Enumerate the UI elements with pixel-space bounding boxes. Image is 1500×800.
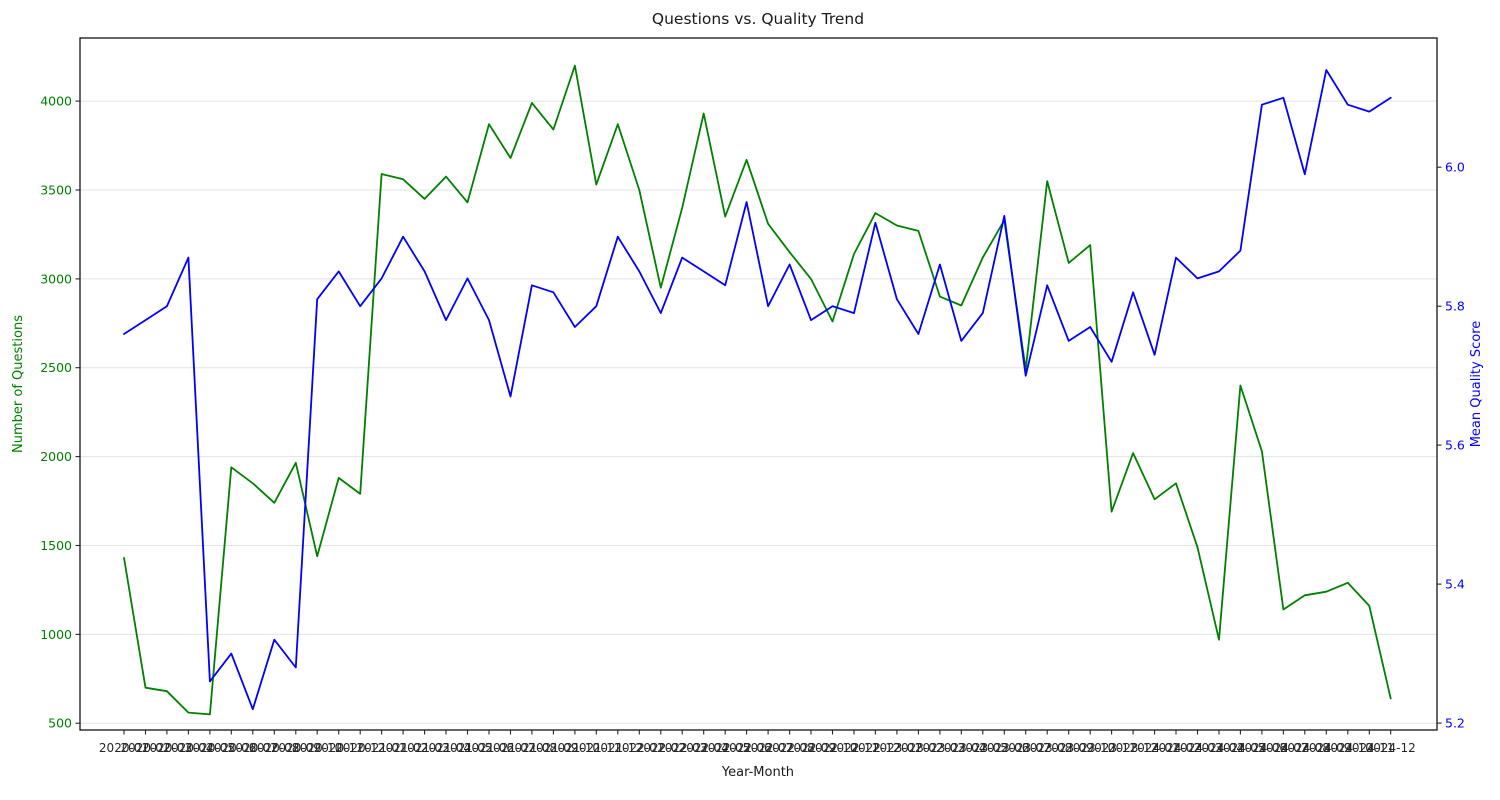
x-tick-label: 2020-01 bbox=[99, 741, 149, 755]
x-tick-label: 2022-11 bbox=[829, 741, 879, 755]
x-tick-label: 2023-04 bbox=[936, 741, 986, 755]
gridlines bbox=[80, 100, 1437, 724]
x-tick-label: 2024-06 bbox=[1237, 741, 1287, 755]
quality-line bbox=[123, 69, 1392, 711]
x-tick-label: 2021-02 bbox=[378, 741, 428, 755]
left-tick-label: 4000 bbox=[40, 94, 72, 109]
x-tick-label: 2022-09 bbox=[786, 741, 836, 755]
x-tick-label: 2021-06 bbox=[464, 741, 514, 755]
x-tick-label: 2022-06 bbox=[722, 741, 772, 755]
x-tick-label: 2022-04 bbox=[679, 741, 729, 755]
x-tick-label: 2020-11 bbox=[314, 741, 364, 755]
x-tick-label: 2023-02 bbox=[893, 741, 943, 755]
x-tick-label: 2020-02 bbox=[120, 741, 170, 755]
x-tick-label: 2024-07 bbox=[1258, 741, 1308, 755]
questions-line bbox=[123, 64, 1392, 716]
x-tick-label: 2020-07 bbox=[228, 741, 278, 755]
left-tick-label: 1500 bbox=[40, 538, 72, 553]
data-lines bbox=[123, 64, 1392, 716]
x-tick-label: 2023-11 bbox=[1087, 741, 1137, 755]
x-axis-label: Year-Month bbox=[721, 765, 794, 780]
right-tick-label: 6.0 bbox=[1445, 160, 1465, 175]
x-tick-label: 2022-12 bbox=[850, 741, 900, 755]
x-tick-label: 2021-10 bbox=[550, 741, 600, 755]
x-tick-label: 2023-09 bbox=[1044, 741, 1094, 755]
x-tick-label: 2020-05 bbox=[185, 741, 235, 755]
left-tick-labels: 500 1000 1500 2000 2500 3000 3500 4000 bbox=[40, 94, 72, 731]
x-tick-label: 2021-07 bbox=[485, 741, 535, 755]
x-tick-label: 2020-03 bbox=[142, 741, 192, 755]
x-tick-label: 2024-03 bbox=[1172, 741, 1222, 755]
x-tick-label: 2023-05 bbox=[958, 741, 1008, 755]
x-tick-label: 2024-11 bbox=[1344, 741, 1394, 755]
x-tick-label: 2023-07 bbox=[1001, 741, 1051, 755]
chart-title: Questions vs. Quality Trend bbox=[652, 10, 864, 28]
axis-ticks bbox=[75, 100, 1442, 735]
x-tick-label: 2023-12 bbox=[1108, 741, 1158, 755]
right-tick-label: 5.4 bbox=[1445, 577, 1465, 592]
x-tick-label: 2020-08 bbox=[249, 741, 299, 755]
x-tick-label: 2023-03 bbox=[915, 741, 965, 755]
x-tick-label: 2021-04 bbox=[421, 741, 471, 755]
x-tick-label: 2021-11 bbox=[571, 741, 621, 755]
x-tick-label: 2022-02 bbox=[636, 741, 686, 755]
x-tick-label: 2024-09 bbox=[1301, 741, 1351, 755]
x-tick-label: 2024-04 bbox=[1194, 741, 1244, 755]
x-tick-label: 2022-03 bbox=[657, 741, 707, 755]
plot-frame bbox=[79, 37, 1438, 731]
right-tick-label: 5.2 bbox=[1445, 716, 1465, 731]
x-tick-label: 2021-09 bbox=[528, 741, 578, 755]
x-tick-label: 2020-06 bbox=[206, 741, 256, 755]
x-tick-label: 2021-05 bbox=[442, 741, 492, 755]
x-tick-label: 2024-02 bbox=[1151, 741, 1201, 755]
x-tick-label: 2023-10 bbox=[1065, 741, 1115, 755]
x-tick-label: 2020-04 bbox=[163, 741, 213, 755]
left-tick-label: 3000 bbox=[40, 271, 72, 286]
x-tick-label: 2024-10 bbox=[1323, 741, 1373, 755]
x-tick-label: 2023-01 bbox=[872, 741, 922, 755]
x-tick-label: 2024-08 bbox=[1280, 741, 1330, 755]
x-tick-label: 2021-08 bbox=[507, 741, 557, 755]
right-tick-label: 5.6 bbox=[1445, 438, 1465, 453]
right-tick-label: 5.8 bbox=[1445, 299, 1465, 314]
left-tick-label: 500 bbox=[48, 716, 72, 731]
x-tick-label: 2022-08 bbox=[765, 741, 815, 755]
right-tick-labels: 5.2 5.4 5.6 5.8 6.0 bbox=[1445, 160, 1465, 731]
x-tick-label: 2020-09 bbox=[271, 741, 321, 755]
left-tick-label: 2000 bbox=[40, 449, 72, 464]
left-tick-label: 2500 bbox=[40, 360, 72, 375]
x-tick-labels: 2020-012020-022020-032020-042020-052020-… bbox=[99, 741, 1416, 755]
x-tick-label: 2020-12 bbox=[335, 741, 385, 755]
x-tick-label: 2021-12 bbox=[593, 741, 643, 755]
right-y-axis-label: Mean Quality Score bbox=[1469, 321, 1484, 448]
left-tick-label: 1000 bbox=[40, 627, 72, 642]
x-tick-label: 2022-01 bbox=[614, 741, 664, 755]
x-tick-label: 2022-10 bbox=[807, 741, 857, 755]
x-tick-label: 2021-03 bbox=[400, 741, 450, 755]
x-tick-label: 2024-12 bbox=[1366, 741, 1416, 755]
left-y-axis-label: Number of Questions bbox=[11, 315, 26, 453]
x-tick-label: 2022-07 bbox=[743, 741, 793, 755]
left-tick-label: 3500 bbox=[40, 183, 72, 198]
x-tick-label: 2020-10 bbox=[292, 741, 342, 755]
x-tick-label: 2023-08 bbox=[1022, 741, 1072, 755]
x-tick-label: 2024-01 bbox=[1130, 741, 1180, 755]
x-tick-label: 2023-06 bbox=[979, 741, 1029, 755]
x-tick-label: 2024-05 bbox=[1215, 741, 1265, 755]
x-tick-label: 2022-05 bbox=[700, 741, 750, 755]
x-tick-label: 2021-01 bbox=[357, 741, 407, 755]
